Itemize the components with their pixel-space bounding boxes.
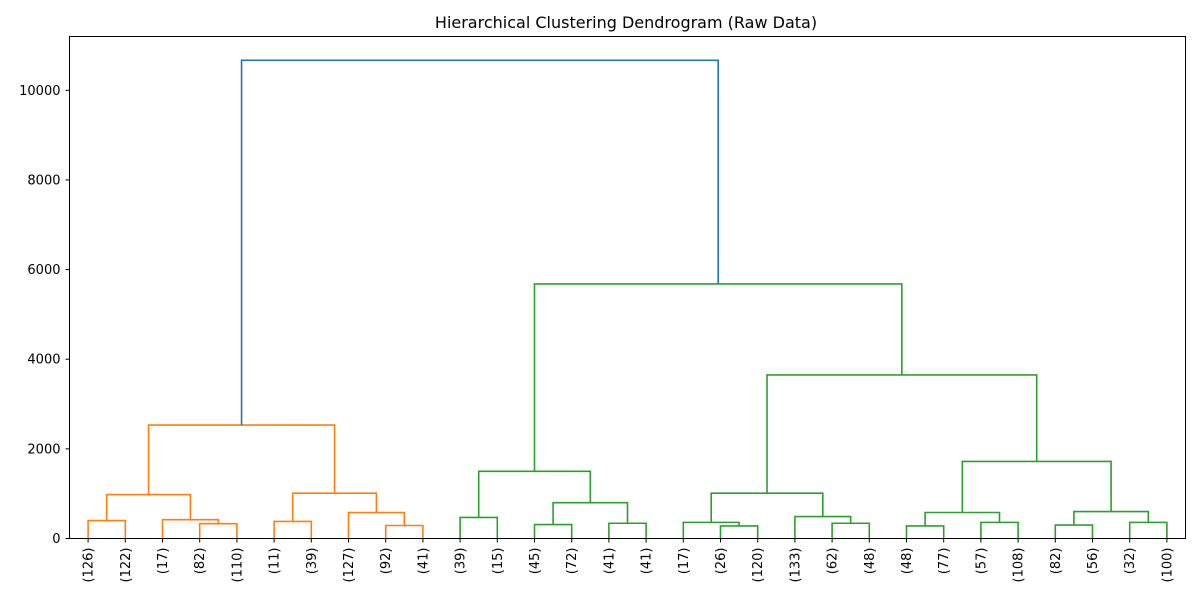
leaf-label-0: (126) [82, 548, 97, 583]
leaf-label-27: (56) [1086, 548, 1101, 575]
y-tick-label-10000: 10000 [19, 84, 60, 99]
leaf-label-19: (133) [788, 548, 803, 583]
leaf-label-18: (120) [751, 548, 766, 583]
link-n10 [459, 516, 499, 539]
dendrogram-links [87, 59, 1168, 539]
leaf-label-2: (17) [156, 548, 171, 575]
link-n3 [161, 518, 220, 539]
link-n18 [794, 515, 852, 539]
y-axis: 0 2000 4000 6000 8000 10000 [19, 84, 70, 547]
link-n8 [291, 492, 378, 522]
leaf-label-5: (11) [268, 548, 283, 575]
leaf-label-1: (122) [119, 548, 134, 583]
leaf-label-16: (17) [677, 548, 692, 575]
leaf-label-22: (48) [900, 548, 915, 575]
leaf-label-21: (48) [863, 548, 878, 575]
leaf-label-29: (100) [1160, 548, 1175, 583]
link-n9 [147, 424, 336, 495]
leaf-label-4: (110) [230, 548, 245, 583]
chart-title: Hierarchical Clustering Dendrogram (Raw … [435, 13, 817, 32]
link-n29 [240, 59, 719, 426]
link-n27 [766, 374, 1038, 494]
leaf-label-12: (45) [528, 548, 543, 575]
link-n7 [347, 511, 406, 539]
leaf-label-25: (108) [1012, 548, 1027, 583]
leaf-label-20: (62) [826, 548, 841, 575]
link-n24 [1128, 521, 1168, 539]
link-n17 [831, 522, 871, 539]
link-n14 [477, 470, 592, 518]
x-axis: (126) (122) (17) (82) (110) (11) (39) (127) (92)… [82, 538, 1175, 583]
leaf-label-17: (26) [714, 548, 729, 575]
link-n5 [273, 520, 313, 539]
y-tick-label-8000: 8000 [27, 173, 60, 188]
plot-frame [69, 36, 1186, 539]
leaf-label-8: (92) [379, 548, 394, 575]
link-n26 [961, 460, 1112, 513]
link-n16 [682, 521, 740, 539]
leaf-label-7: (127) [342, 548, 357, 583]
link-n22 [924, 511, 1001, 526]
link-n13 [552, 501, 629, 525]
leaf-label-14: (41) [602, 548, 617, 575]
leaf-label-23: (77) [937, 548, 952, 575]
y-tick-label-2000: 2000 [27, 442, 60, 457]
link-n19 [710, 492, 824, 523]
link-n12 [608, 522, 647, 539]
leaf-label-28: (32) [1123, 548, 1138, 575]
leaf-label-3: (82) [193, 548, 208, 575]
leaf-label-10: (39) [454, 548, 469, 575]
leaf-label-26: (82) [1049, 548, 1064, 575]
leaf-label-13: (72) [565, 548, 580, 575]
link-n11 [533, 523, 573, 539]
link-n21 [980, 521, 1019, 539]
link-n28 [533, 283, 903, 472]
leaf-label-15: (41) [640, 548, 655, 575]
link-n4 [105, 493, 192, 521]
leaf-label-6: (39) [305, 548, 320, 575]
link-n2 [198, 522, 238, 539]
y-tick-label-6000: 6000 [27, 263, 60, 278]
link-n20 [905, 525, 945, 539]
y-tick-label-4000: 4000 [27, 353, 60, 368]
link-n1 [87, 519, 127, 539]
leaf-label-9: (41) [416, 548, 431, 575]
link-n6 [384, 524, 424, 539]
y-tick-label-0: 0 [52, 532, 60, 547]
leaf-label-11: (15) [491, 548, 506, 575]
link-n23 [1054, 524, 1094, 539]
link-n15 [719, 525, 759, 539]
leaf-label-24: (57) [974, 548, 989, 575]
